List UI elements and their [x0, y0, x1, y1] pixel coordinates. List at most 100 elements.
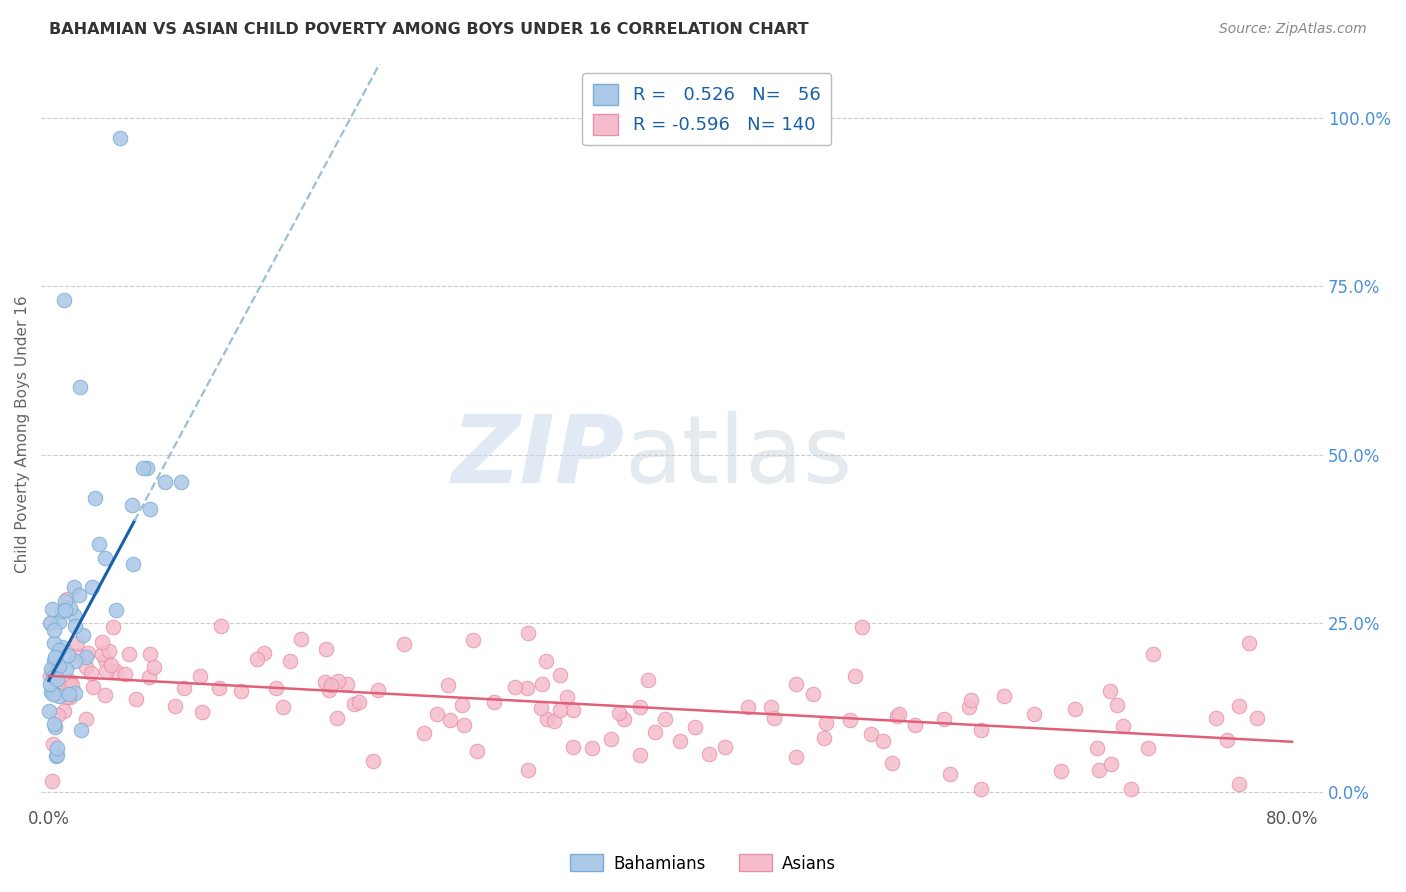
Point [904, 718, 927, 732]
Point [101, 620, 124, 634]
Point [1246, 711, 1268, 725]
Point [38, 704, 60, 718]
Point [697, 747, 720, 761]
Point [1063, 702, 1085, 716]
Point [561, 740, 583, 755]
Point [654, 713, 676, 727]
Point [882, 756, 904, 771]
Point [543, 714, 565, 728]
Point [60, 678, 83, 692]
Point [960, 693, 983, 707]
Point [669, 734, 692, 748]
Point [562, 703, 585, 717]
Point [155, 475, 177, 489]
Point [1112, 719, 1135, 733]
Point [343, 697, 366, 711]
Point [1098, 684, 1121, 698]
Point [45, 749, 67, 764]
Point [41, 602, 63, 616]
Point [66, 635, 89, 649]
Point [75, 650, 97, 665]
Point [328, 673, 350, 688]
Point [517, 626, 540, 640]
Point [190, 705, 212, 719]
Text: BAHAMIAN VS ASIAN CHILD POVERTY AMONG BOYS UNDER 16 CORRELATION CHART: BAHAMIAN VS ASIAN CHILD POVERTY AMONG BO… [49, 22, 808, 37]
Point [453, 718, 475, 732]
Point [56, 648, 79, 662]
Point [887, 707, 910, 722]
Point [465, 744, 488, 758]
Point [45, 740, 67, 755]
Point [413, 726, 436, 740]
Point [860, 727, 883, 741]
Point [231, 684, 253, 698]
Point [628, 700, 651, 714]
Text: ZIP: ZIP [451, 411, 624, 503]
Point [392, 637, 415, 651]
Point [683, 720, 706, 734]
Point [94, 551, 117, 566]
Point [763, 711, 786, 725]
Point [264, 681, 287, 695]
Point [957, 700, 980, 714]
Point [70, 723, 93, 738]
Point [714, 740, 737, 755]
Point [970, 723, 993, 737]
Point [613, 712, 636, 726]
Legend: Bahamians, Asians: Bahamians, Asians [562, 847, 844, 880]
Point [872, 734, 894, 748]
Point [45, 747, 67, 762]
Point [44, 649, 66, 664]
Point [42, 663, 65, 677]
Point [290, 632, 312, 647]
Point [53, 704, 76, 718]
Point [437, 678, 460, 692]
Point [170, 475, 193, 489]
Point [463, 633, 485, 648]
Point [785, 677, 807, 691]
Point [80, 581, 103, 595]
Point [38, 669, 60, 683]
Point [637, 673, 659, 687]
Point [314, 674, 336, 689]
Point [41, 670, 63, 684]
Point [59, 600, 82, 615]
Point [315, 641, 337, 656]
Point [326, 711, 349, 725]
Point [139, 501, 162, 516]
Point [163, 698, 186, 713]
Text: atlas: atlas [624, 411, 852, 503]
Point [53, 594, 76, 608]
Point [114, 667, 136, 681]
Point [1136, 741, 1159, 756]
Point [58, 688, 80, 702]
Point [90, 648, 112, 662]
Point [886, 708, 908, 723]
Point [44, 654, 66, 668]
Point [77, 646, 100, 660]
Point [555, 690, 578, 704]
Point [39, 684, 62, 698]
Point [517, 763, 540, 777]
Point [503, 680, 526, 694]
Point [367, 682, 389, 697]
Point [105, 664, 128, 678]
Point [117, 647, 139, 661]
Point [815, 715, 838, 730]
Point [271, 700, 294, 714]
Point [246, 651, 269, 665]
Point [838, 713, 860, 727]
Point [46, 708, 69, 723]
Point [361, 754, 384, 768]
Point [44, 687, 66, 701]
Point [1050, 764, 1073, 778]
Point [138, 671, 160, 685]
Point [63, 686, 86, 700]
Point [1229, 777, 1251, 791]
Point [94, 653, 117, 667]
Point [135, 461, 157, 475]
Point [58, 676, 80, 690]
Point [59, 690, 82, 705]
Point [67, 588, 90, 602]
Y-axis label: Child Poverty Among Boys Under 16: Child Poverty Among Boys Under 16 [15, 296, 30, 574]
